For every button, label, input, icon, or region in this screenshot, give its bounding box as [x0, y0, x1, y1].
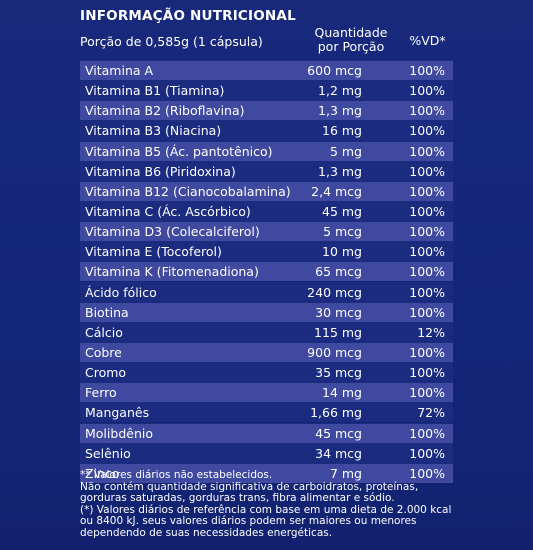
header-quantity-line2: por Porção: [317, 39, 385, 54]
nutrient-quantity: 2,4 mcg: [311, 183, 362, 199]
nutrient-vd: 12%: [417, 324, 445, 340]
nutrient-quantity: 240 mcg: [307, 284, 362, 300]
nutrient-name: Cálcio: [85, 324, 123, 340]
nutrient-name: Vitamina B3 (Niacina): [85, 123, 222, 139]
nutrient-vd: 100%: [409, 264, 445, 280]
nutrient-name: Vitamina E (Tocoferol): [85, 244, 222, 260]
nutrient-name: Vitamina B2 (Riboflavina): [85, 103, 245, 119]
nutrient-vd: 100%: [409, 344, 445, 360]
nutrient-quantity: 35 mcg: [315, 365, 362, 381]
nutrient-name: Vitamina B12 (Cianocobalamina): [85, 183, 291, 199]
nutrient-vd: 100%: [409, 183, 445, 199]
table-row: Vitamina D3 (Colecalciferol) 5 mcg 100%: [80, 221, 453, 242]
nutrient-name: Vitamina D3 (Colecalciferol): [85, 224, 260, 240]
table-row: Ferro 14 mg 100%: [80, 382, 453, 403]
nutrient-quantity: 30 mcg: [315, 304, 362, 320]
nutrient-name: Vitamina B6 (Piridoxina): [85, 163, 236, 179]
footnote-line: gorduras saturadas, gorduras trans, fibr…: [80, 492, 395, 505]
table-row: Cromo 35 mcg 100%: [80, 362, 453, 383]
table-row: Selênio 34 mcg 100%: [80, 442, 453, 463]
nutrient-quantity: 16 mg: [322, 123, 362, 139]
table-row: Vitamina B5 (Ác. pantotênico) 5 mg 100%: [80, 140, 453, 161]
nutrient-name: Molibdênio: [85, 425, 153, 441]
nutrient-vd: 100%: [409, 224, 445, 240]
nutrient-vd: 100%: [409, 365, 445, 381]
nutrient-name: Vitamina K (Fitomenadiona): [85, 264, 259, 280]
nutrient-quantity: 45 mg: [322, 203, 362, 219]
nutrient-vd: 100%: [409, 425, 445, 441]
nutrient-quantity: 1,3 mg: [318, 103, 362, 119]
table-row: Zinco 7 mg 100%: [80, 462, 453, 483]
nutrient-name: Vitamina C (Ác. Ascórbico): [85, 203, 251, 219]
nutrient-quantity: 10 mg: [322, 244, 362, 260]
nutrient-vd: 100%: [409, 445, 445, 461]
header-vd: %VD*: [409, 33, 446, 48]
table-row: Vitamina B3 (Niacina) 16 mg 100%: [80, 120, 453, 141]
table-row: Manganês 1,66 mg 72%: [80, 402, 453, 423]
table-row: Vitamina C (Ác. Ascórbico) 45 mg 100%: [80, 200, 453, 221]
footnote-line: ** Valores diários não estabelecidos.: [80, 469, 273, 481]
table-row: Molibdênio 45 mcg 100%: [80, 422, 453, 443]
nutrient-quantity: 900 mcg: [307, 344, 362, 360]
nutrient-quantity: 600 mcg: [307, 63, 362, 78]
table-row: Ácido fólico 240 mcg 100%: [80, 281, 453, 302]
table-row: Vitamina B6 (Piridoxina) 1,3 mg 100%: [80, 160, 453, 181]
footnote-line: ou 8400 kJ. seus valores diários podem s…: [80, 515, 417, 528]
nutrient-vd: 100%: [409, 63, 445, 78]
nutrient-name: Cromo: [85, 365, 127, 381]
nutrient-quantity: 34 mcg: [315, 445, 362, 461]
nutrition-table: Vitamina A 600 mcg 100% Vitamina B1 (Tiamin…: [80, 60, 453, 483]
nutrient-vd: 100%: [409, 163, 445, 179]
nutrient-vd: 100%: [409, 123, 445, 139]
header-quantity: Quantidade por Porção: [306, 26, 396, 54]
table-row: Vitamina A 600 mcg 100%: [80, 60, 453, 80]
nutrient-vd: 100%: [409, 304, 445, 320]
nutrient-name: Vitamina B5 (Ác. pantotênico): [85, 143, 273, 159]
nutrient-quantity: 1,2 mg: [318, 83, 362, 99]
nutrient-quantity: 5 mg: [329, 143, 362, 159]
nutrient-quantity: 45 mcg: [315, 425, 362, 441]
table-row: Vitamina K (Fitomenadiona) 65 mcg 100%: [80, 261, 453, 282]
nutrient-vd: 100%: [409, 465, 445, 481]
nutrient-quantity: 1,66 mg: [310, 405, 362, 421]
nutrient-vd: 100%: [409, 203, 445, 219]
footnote-line: (*) Valores diários de referência com ba…: [80, 503, 452, 516]
nutrient-name: Vitamina B1 (Tiamina): [85, 83, 225, 99]
nutrient-vd: 100%: [409, 103, 445, 119]
table-row: Vitamina B2 (Riboflavina) 1,3 mg 100%: [80, 100, 453, 121]
nutrient-name: Zinco: [85, 465, 120, 481]
header-quantity-line1: Quantidade: [314, 25, 388, 40]
nutrient-name: Vitamina A: [85, 63, 154, 78]
nutrient-vd: 100%: [409, 244, 445, 260]
nutrient-quantity: 7 mg: [329, 465, 362, 481]
nutrient-name: Manganês: [85, 405, 150, 421]
footnote-line: dependendo de suas necessidades energéti…: [80, 526, 333, 539]
nutrient-name: Selênio: [85, 445, 131, 461]
table-row: Cálcio 115 mg 12%: [80, 321, 453, 342]
nutrient-quantity: 5 mcg: [323, 224, 362, 240]
nutrient-name: Biotina: [85, 304, 129, 320]
portion-label: Porção de 0,585g (1 cápsula): [80, 34, 263, 49]
nutrient-vd: 100%: [409, 385, 445, 401]
nutrient-quantity: 14 mg: [322, 385, 362, 401]
nutrient-name: Ferro: [85, 385, 117, 401]
nutrient-name: Cobre: [85, 344, 122, 360]
nutrient-quantity: 65 mcg: [315, 264, 362, 280]
footnotes: ** Valores diários não estabelecidos. Nã…: [80, 469, 460, 540]
table-row: Vitamina E (Tocoferol) 10 mg 100%: [80, 241, 453, 262]
footnote-line: Não contém quantidade significativa de c…: [80, 480, 419, 493]
table-row: Cobre 900 mcg 100%: [80, 341, 453, 362]
nutrient-vd: 100%: [409, 83, 445, 99]
nutrient-vd: 72%: [417, 405, 445, 421]
nutrient-quantity: 1,3 mg: [318, 163, 362, 179]
table-row: Biotina 30 mcg 100%: [80, 301, 453, 322]
nutrient-name: Ácido fólico: [85, 284, 157, 300]
table-row: Vitamina B12 (Cianocobalamina) 2,4 mcg 100…: [80, 180, 453, 201]
nutrient-quantity: 115 mg: [314, 324, 362, 340]
table-row: Vitamina B1 (Tiamina) 1,2 mg 100%: [80, 80, 453, 101]
nutrient-vd: 100%: [409, 284, 445, 300]
panel-title: INFORMAÇÃO NUTRICIONAL: [80, 8, 296, 24]
nutrient-vd: 100%: [409, 143, 445, 159]
